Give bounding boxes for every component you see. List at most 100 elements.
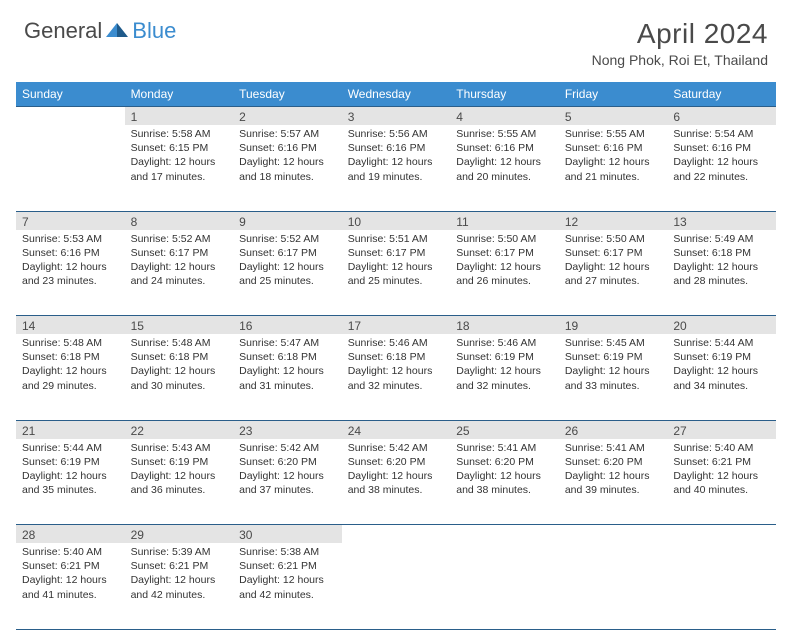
empty-cell bbox=[450, 525, 559, 544]
sunset-line: Sunset: 6:16 PM bbox=[239, 141, 336, 155]
daylight-line: Daylight: 12 hours and 21 minutes. bbox=[565, 155, 662, 183]
day-cell: Sunrise: 5:42 AMSunset: 6:20 PMDaylight:… bbox=[342, 439, 451, 525]
daylight-line: Daylight: 12 hours and 38 minutes. bbox=[348, 469, 445, 497]
weekday-header: Tuesday bbox=[233, 82, 342, 107]
day-cell: Sunrise: 5:54 AMSunset: 6:16 PMDaylight:… bbox=[667, 125, 776, 211]
day-number: 20 bbox=[667, 316, 776, 335]
sunrise-line: Sunrise: 5:39 AM bbox=[131, 545, 228, 559]
day-cell: Sunrise: 5:46 AMSunset: 6:19 PMDaylight:… bbox=[450, 334, 559, 420]
day-cell: Sunrise: 5:39 AMSunset: 6:21 PMDaylight:… bbox=[125, 543, 234, 629]
location-label: Nong Phok, Roi Et, Thailand bbox=[592, 52, 768, 68]
sunrise-line: Sunrise: 5:51 AM bbox=[348, 232, 445, 246]
sunset-line: Sunset: 6:19 PM bbox=[22, 455, 119, 469]
day-number: 30 bbox=[233, 525, 342, 544]
sunrise-line: Sunrise: 5:46 AM bbox=[348, 336, 445, 350]
sunset-line: Sunset: 6:16 PM bbox=[673, 141, 770, 155]
sunrise-line: Sunrise: 5:47 AM bbox=[239, 336, 336, 350]
day-number: 28 bbox=[16, 525, 125, 544]
sunset-line: Sunset: 6:16 PM bbox=[348, 141, 445, 155]
header: General Blue April 2024 Nong Phok, Roi E… bbox=[0, 0, 792, 74]
day-cell: Sunrise: 5:50 AMSunset: 6:17 PMDaylight:… bbox=[559, 230, 668, 316]
sunset-line: Sunset: 6:16 PM bbox=[456, 141, 553, 155]
daylight-line: Daylight: 12 hours and 42 minutes. bbox=[239, 573, 336, 601]
sunset-line: Sunset: 6:15 PM bbox=[131, 141, 228, 155]
day-number: 2 bbox=[233, 107, 342, 126]
daylight-line: Daylight: 12 hours and 36 minutes. bbox=[131, 469, 228, 497]
day-cell: Sunrise: 5:58 AMSunset: 6:15 PMDaylight:… bbox=[125, 125, 234, 211]
sunset-line: Sunset: 6:20 PM bbox=[348, 455, 445, 469]
sunset-line: Sunset: 6:19 PM bbox=[456, 350, 553, 364]
sunset-line: Sunset: 6:19 PM bbox=[131, 455, 228, 469]
sunset-line: Sunset: 6:18 PM bbox=[131, 350, 228, 364]
daynum-row: 78910111213 bbox=[16, 211, 776, 230]
sunrise-line: Sunrise: 5:49 AM bbox=[673, 232, 770, 246]
day-number: 10 bbox=[342, 211, 451, 230]
day-number: 11 bbox=[450, 211, 559, 230]
sunset-line: Sunset: 6:21 PM bbox=[239, 559, 336, 573]
daylight-line: Daylight: 12 hours and 40 minutes. bbox=[673, 469, 770, 497]
day-cell: Sunrise: 5:56 AMSunset: 6:16 PMDaylight:… bbox=[342, 125, 451, 211]
sunrise-line: Sunrise: 5:48 AM bbox=[22, 336, 119, 350]
day-cell: Sunrise: 5:48 AMSunset: 6:18 PMDaylight:… bbox=[125, 334, 234, 420]
day-number: 6 bbox=[667, 107, 776, 126]
sunrise-line: Sunrise: 5:46 AM bbox=[456, 336, 553, 350]
data-row: Sunrise: 5:40 AMSunset: 6:21 PMDaylight:… bbox=[16, 543, 776, 629]
title-block: April 2024 Nong Phok, Roi Et, Thailand bbox=[592, 18, 768, 68]
daylight-line: Daylight: 12 hours and 27 minutes. bbox=[565, 260, 662, 288]
empty-cell bbox=[667, 543, 776, 629]
day-number: 5 bbox=[559, 107, 668, 126]
day-cell: Sunrise: 5:44 AMSunset: 6:19 PMDaylight:… bbox=[667, 334, 776, 420]
daylight-line: Daylight: 12 hours and 22 minutes. bbox=[673, 155, 770, 183]
empty-cell bbox=[16, 125, 125, 211]
sunset-line: Sunset: 6:19 PM bbox=[565, 350, 662, 364]
day-cell: Sunrise: 5:41 AMSunset: 6:20 PMDaylight:… bbox=[450, 439, 559, 525]
daylight-line: Daylight: 12 hours and 29 minutes. bbox=[22, 364, 119, 392]
day-cell: Sunrise: 5:57 AMSunset: 6:16 PMDaylight:… bbox=[233, 125, 342, 211]
sunrise-line: Sunrise: 5:45 AM bbox=[565, 336, 662, 350]
day-cell: Sunrise: 5:42 AMSunset: 6:20 PMDaylight:… bbox=[233, 439, 342, 525]
daylight-line: Daylight: 12 hours and 26 minutes. bbox=[456, 260, 553, 288]
data-row: Sunrise: 5:58 AMSunset: 6:15 PM Daylight:… bbox=[16, 125, 776, 211]
sunrise-line: Sunrise: 5:52 AM bbox=[131, 232, 228, 246]
sunrise-line: Sunrise: 5:41 AM bbox=[456, 441, 553, 455]
empty-cell bbox=[559, 543, 668, 629]
daylight-line: Daylight: 12 hours and 38 minutes. bbox=[456, 469, 553, 497]
day-cell: Sunrise: 5:52 AMSunset: 6:17 PMDaylight:… bbox=[125, 230, 234, 316]
daylight-line: Daylight: 12 hours and 25 minutes. bbox=[348, 260, 445, 288]
daylight-line: Daylight: 12 hours and 35 minutes. bbox=[22, 469, 119, 497]
weekday-header: Wednesday bbox=[342, 82, 451, 107]
day-cell: Sunrise: 5:55 AMSunset: 6:16 PMDaylight:… bbox=[450, 125, 559, 211]
brand-logo: General Blue bbox=[24, 18, 176, 44]
sunset-line: Sunset: 6:17 PM bbox=[456, 246, 553, 260]
day-cell: Sunrise: 5:44 AMSunset: 6:19 PMDaylight:… bbox=[16, 439, 125, 525]
daynum-row: 21222324252627 bbox=[16, 420, 776, 439]
day-cell: Sunrise: 5:40 AMSunset: 6:21 PMDaylight:… bbox=[667, 439, 776, 525]
empty-cell bbox=[342, 543, 451, 629]
daylight-line: Daylight: 12 hours and 33 minutes. bbox=[565, 364, 662, 392]
day-cell: Sunrise: 5:47 AMSunset: 6:18 PMDaylight:… bbox=[233, 334, 342, 420]
day-cell: Sunrise: 5:43 AMSunset: 6:19 PMDaylight:… bbox=[125, 439, 234, 525]
day-number: 14 bbox=[16, 316, 125, 335]
month-title: April 2024 bbox=[592, 18, 768, 50]
day-cell: Sunrise: 5:49 AMSunset: 6:18 PMDaylight:… bbox=[667, 230, 776, 316]
day-number: 13 bbox=[667, 211, 776, 230]
day-number: 8 bbox=[125, 211, 234, 230]
empty-cell bbox=[667, 525, 776, 544]
day-number: 19 bbox=[559, 316, 668, 335]
weekday-header: Monday bbox=[125, 82, 234, 107]
empty-cell bbox=[342, 525, 451, 544]
sunrise-line: Sunrise: 5:42 AM bbox=[348, 441, 445, 455]
day-number: 22 bbox=[125, 420, 234, 439]
day-number: 7 bbox=[16, 211, 125, 230]
sunrise-line: Sunrise: 5:58 AM bbox=[131, 127, 228, 141]
sunset-line: Sunset: 6:17 PM bbox=[239, 246, 336, 260]
sunrise-line: Sunrise: 5:48 AM bbox=[131, 336, 228, 350]
data-row: Sunrise: 5:44 AMSunset: 6:19 PMDaylight:… bbox=[16, 439, 776, 525]
daylight-line: Daylight: 12 hours and 28 minutes. bbox=[673, 260, 770, 288]
daylight-line: Daylight: 12 hours and 34 minutes. bbox=[673, 364, 770, 392]
weekday-header: Sunday bbox=[16, 82, 125, 107]
sunset-line: Sunset: 6:17 PM bbox=[348, 246, 445, 260]
daylight-line: Daylight: 12 hours and 32 minutes. bbox=[456, 364, 553, 392]
day-number: 9 bbox=[233, 211, 342, 230]
daylight-line: Daylight: 12 hours and 31 minutes. bbox=[239, 364, 336, 392]
